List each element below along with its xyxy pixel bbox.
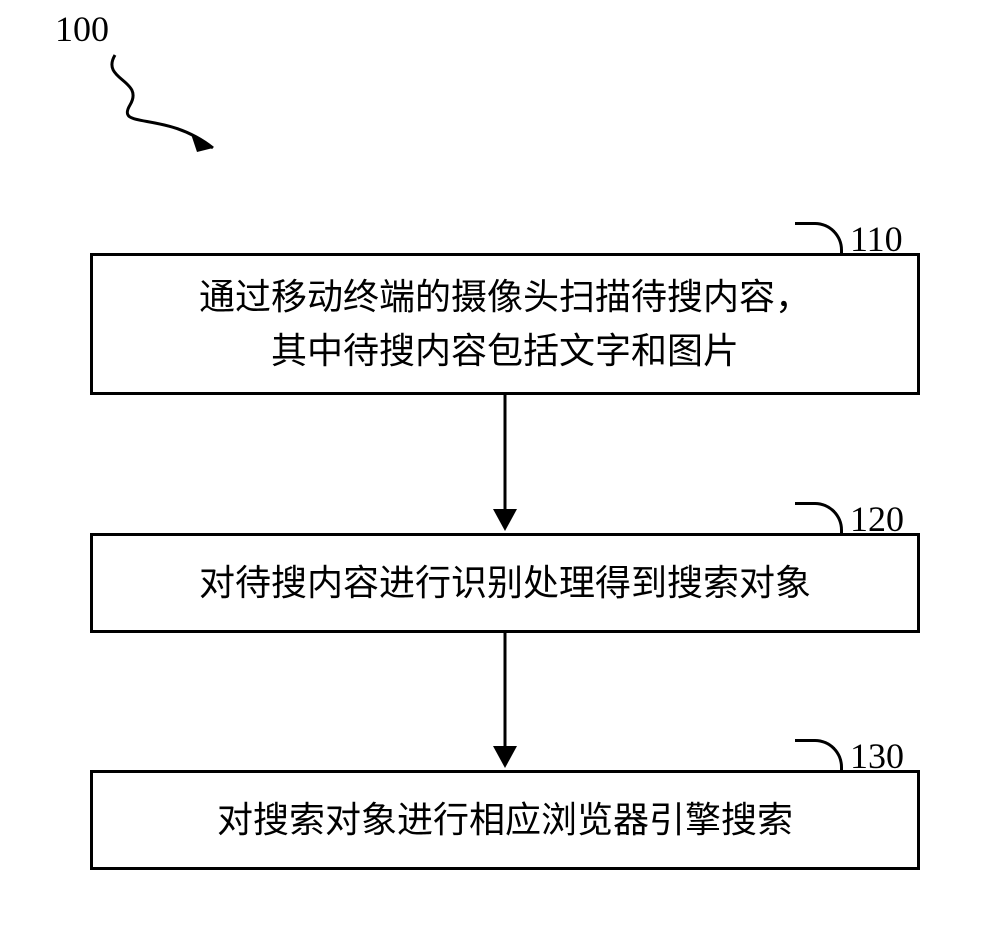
leader-110 xyxy=(795,222,843,255)
step-110-line-2: 其中待搜内容包括文字和图片 xyxy=(271,331,739,371)
flowchart-canvas: 100 110 通过移动终端的摄像头扫描待搜内容， 其中待搜内容包括文字和图片 … xyxy=(0,0,1000,935)
step-110-line-1: 通过移动终端的摄像头扫描待搜内容， xyxy=(199,277,811,317)
arrow-1-head xyxy=(493,509,517,531)
step-text-120: 对待搜内容进行识别处理得到搜索对象 xyxy=(191,548,819,618)
arrow-2-line xyxy=(504,633,507,746)
step-box-110: 通过移动终端的摄像头扫描待搜内容， 其中待搜内容包括文字和图片 xyxy=(90,253,920,395)
step-130-line-1: 对搜索对象进行相应浏览器引擎搜索 xyxy=(217,800,793,840)
arrow-1-line xyxy=(504,395,507,509)
leader-120 xyxy=(795,502,843,535)
arrow-2-head xyxy=(493,746,517,768)
step-text-110: 通过移动终端的摄像头扫描待搜内容， 其中待搜内容包括文字和图片 xyxy=(191,262,819,386)
step-box-130: 对搜索对象进行相应浏览器引擎搜索 xyxy=(90,770,920,870)
step-text-130: 对搜索对象进行相应浏览器引擎搜索 xyxy=(209,785,801,855)
ref-pointer-arrow xyxy=(55,10,255,210)
step-box-120: 对待搜内容进行识别处理得到搜索对象 xyxy=(90,533,920,633)
leader-130 xyxy=(795,739,843,772)
step-120-line-1: 对待搜内容进行识别处理得到搜索对象 xyxy=(199,563,811,603)
